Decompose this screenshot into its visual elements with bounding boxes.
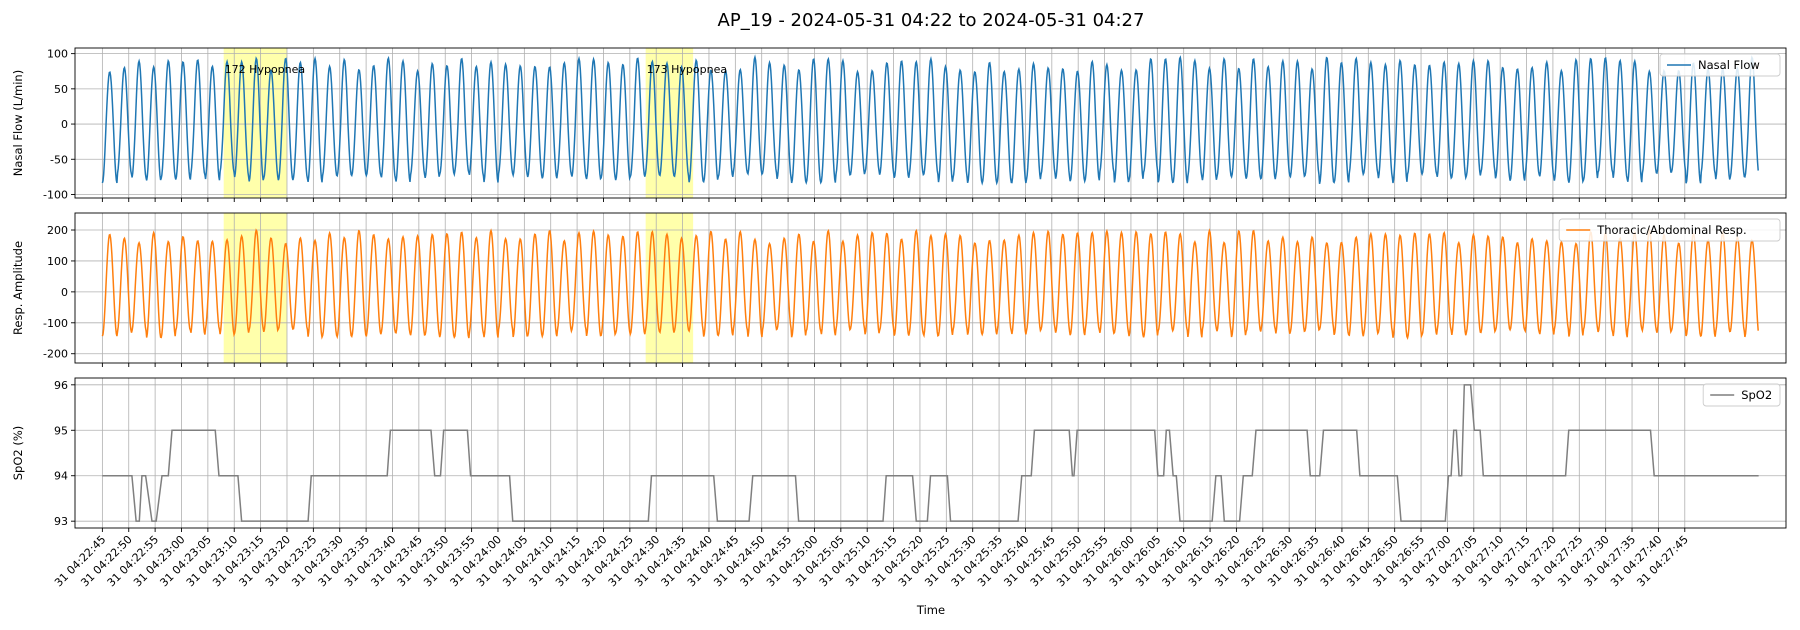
y-tick-label: 0 [61,118,68,131]
y-tick-label: -200 [43,348,68,361]
y-tick-label: 96 [54,379,68,392]
y-tick-label: 0 [61,286,68,299]
y-tick-label: 95 [54,424,68,437]
y-tick-label: 100 [47,255,68,268]
figure-title: AP_19 - 2024-05-31 04:22 to 2024-05-31 0… [718,10,1145,31]
y-tick-label: -100 [43,317,68,330]
x-axis-label: Time [916,603,945,617]
legend-1: Nasal Flow [1659,53,1781,77]
panel-1: -100 -50 0 50 100 Nasal Flow (L/min) Nasal Flo… [11,47,1787,202]
series-line-2-1 [101,227,1759,341]
y-tick-label: 50 [54,83,68,96]
axes-frame-1 [74,47,1787,199]
y-tick-label: 200 [47,224,68,237]
legend-label: Thoracic/Abdominal Resp. [1596,223,1746,237]
panel-3: 93 94 95 96 SpO2 (%) SpO2 [11,377,1787,532]
event-label-1: 172 Hypopnea [225,63,305,76]
legend-box [1558,218,1781,242]
y-axis-label-1: Nasal Flow (L/min) [11,70,25,176]
y-tick-label: -50 [50,153,68,166]
legend-label: Nasal Flow [1698,58,1760,72]
axes-frame-3 [74,377,1787,529]
legend-label: SpO2 [1741,388,1772,402]
legend-2: Thoracic/Abdominal Resp. [1558,218,1781,242]
legend-3: SpO2 [1702,383,1781,407]
legend-box [1702,383,1781,407]
y-axis-label-2: Resp. Amplitude [11,241,25,335]
y-tick-label: 100 [47,48,68,61]
y-tick-label: 93 [54,515,68,528]
y-tick-label: 94 [54,470,68,483]
panel-2: -200 -100 0 100 200 Resp. Amplitude Thoracic/A… [11,212,1787,367]
panels: -100 -50 0 50 100 Nasal Flow (L/min) Nasal Flo… [11,47,1787,532]
axes-frame-2 [74,212,1787,364]
series-line-3-1 [102,384,1759,522]
event-label-2: 173 Hypopnea [647,63,727,76]
series-line-1-1 [101,54,1759,186]
legend-box [1659,53,1781,77]
y-tick-label: -100 [43,188,68,201]
y-axis-label-3: SpO2 (%) [11,426,25,481]
